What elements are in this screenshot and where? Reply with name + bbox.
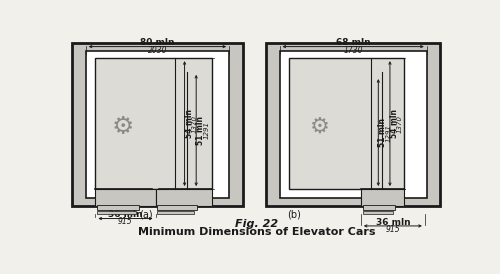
Bar [158,210,194,214]
Text: 36 mln: 36 mln [108,210,143,219]
Text: ⚙: ⚙ [310,117,330,137]
Bar [96,189,156,206]
Text: 1370: 1370 [192,115,198,133]
Text: 54 mln: 54 mln [390,109,399,138]
Text: 51 mln: 51 mln [378,118,388,147]
Bar [72,43,242,206]
Text: 915: 915 [386,225,400,234]
Bar [86,51,229,198]
Text: 36 mln: 36 mln [376,218,410,227]
Text: 1291: 1291 [204,121,210,139]
Bar [363,206,395,210]
Bar [289,58,404,189]
Bar [98,206,140,210]
Text: 1291: 1291 [386,124,392,142]
Bar [266,43,440,206]
Bar [98,210,136,214]
Text: 80 mln: 80 mln [140,38,174,47]
Text: 1370: 1370 [397,115,403,133]
Text: Fig. 22: Fig. 22 [234,219,278,229]
Text: (b): (b) [288,209,301,219]
Text: 51 mln: 51 mln [196,116,205,145]
Bar [280,51,427,198]
Text: ⚙: ⚙ [112,115,134,139]
Text: Minimum Dimensions of Elevator Cars: Minimum Dimensions of Elevator Cars [138,227,375,237]
Bar [96,58,212,189]
Bar [158,206,197,210]
Text: (a): (a) [139,209,152,219]
Bar [363,210,392,214]
Text: 1730: 1730 [344,46,363,55]
Bar [361,189,404,206]
Text: 68 mln: 68 mln [336,38,370,47]
Text: 915: 915 [118,217,133,226]
Text: 2030: 2030 [148,46,167,55]
Text: 54 mln: 54 mln [184,109,194,138]
Bar [156,189,212,206]
